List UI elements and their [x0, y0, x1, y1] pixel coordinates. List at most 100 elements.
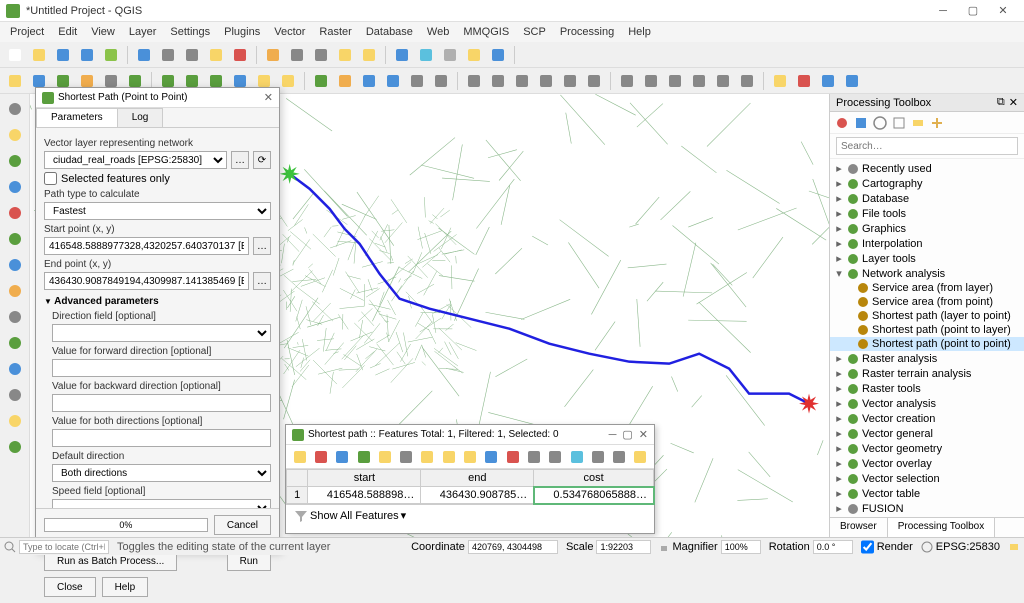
attribute-table[interactable]: start end cost 1 416548.588898… 436430.9… [286, 469, 654, 504]
cell-end[interactable]: 436430.908785… [421, 487, 534, 504]
attr-max-icon[interactable]: ▢ [622, 428, 632, 441]
toolbar-btn-19[interactable] [487, 44, 509, 66]
digitize-btn-13[interactable] [4, 436, 26, 458]
attr-btn-5[interactable] [396, 447, 415, 467]
tree-item[interactable]: ▸Vector creation [830, 411, 1024, 426]
attr-titlebar[interactable]: Shortest path :: Features Total: 1, Filt… [286, 425, 654, 445]
digitize-btn-2[interactable] [4, 150, 26, 172]
attr-btn-7[interactable] [439, 447, 458, 467]
close-button[interactable]: ✕ [988, 1, 1018, 21]
tree-item[interactable]: ▸Vector analysis [830, 396, 1024, 411]
attr-btn-12[interactable] [546, 447, 565, 467]
tree-item[interactable]: Shortest path (point to layer) [830, 323, 1024, 337]
toolbar2-btn-21[interactable] [535, 70, 557, 92]
attr-btn-4[interactable] [375, 447, 394, 467]
digitize-btn-7[interactable] [4, 280, 26, 302]
help-button[interactable]: Help [102, 577, 149, 597]
tree-item[interactable]: ▸File tools [830, 206, 1024, 221]
toolbar2-btn-26[interactable] [664, 70, 686, 92]
toolbar2-btn-0[interactable] [4, 70, 26, 92]
tree-item[interactable]: ▸Cartography [830, 176, 1024, 191]
menu-edit[interactable]: Edit [52, 24, 83, 40]
toolbar-btn-10[interactable] [262, 44, 284, 66]
menu-scp[interactable]: SCP [517, 24, 552, 40]
forward-value-input[interactable] [52, 359, 271, 377]
rotation-input[interactable] [813, 540, 853, 554]
toolbar-btn-4[interactable] [100, 44, 122, 66]
coord-input[interactable] [468, 540, 558, 554]
menu-plugins[interactable]: Plugins [218, 24, 266, 40]
menu-layer[interactable]: Layer [123, 24, 163, 40]
attr-btn-14[interactable] [588, 447, 607, 467]
tree-item[interactable]: ▸Vector selection [830, 471, 1024, 486]
menu-raster[interactable]: Raster [313, 24, 357, 40]
tree-item[interactable]: ▸Vector geometry [830, 441, 1024, 456]
col-cost[interactable]: cost [534, 470, 654, 487]
iterate-button[interactable]: … [231, 151, 249, 169]
toolbar-btn-15[interactable] [391, 44, 413, 66]
digitize-btn-3[interactable] [4, 176, 26, 198]
browse-button[interactable]: ⟳ [253, 151, 271, 169]
attr-min-icon[interactable]: ─ [609, 429, 617, 441]
digitize-btn-4[interactable] [4, 202, 26, 224]
pick-start-button[interactable]: … [253, 237, 271, 255]
tree-item[interactable]: ▸Raster analysis [830, 351, 1024, 366]
row-number[interactable]: 1 [287, 487, 308, 504]
toolbar-btn-13[interactable] [334, 44, 356, 66]
toolbar2-btn-14[interactable] [358, 70, 380, 92]
toolbar-btn-9[interactable] [229, 44, 251, 66]
filter-dropdown-icon[interactable]: ▾ [401, 509, 407, 522]
toolbar-btn-2[interactable] [52, 44, 74, 66]
tree-item[interactable]: ▸Database [830, 191, 1024, 206]
toolbar2-btn-17[interactable] [430, 70, 452, 92]
menu-mmqgis[interactable]: MMQGIS [457, 24, 515, 40]
cell-start[interactable]: 416548.588898… [308, 487, 421, 504]
attr-btn-1[interactable] [311, 447, 330, 467]
cell-cost[interactable]: 0.534768065888… [534, 487, 654, 504]
render-checkbox[interactable] [861, 540, 874, 554]
algorithm-tree[interactable]: ▸Recently used▸Cartography▸Database▸File… [830, 159, 1024, 517]
speed-field-select[interactable] [52, 499, 271, 508]
digitize-btn-10[interactable] [4, 358, 26, 380]
col-end[interactable]: end [421, 470, 534, 487]
backward-value-input[interactable] [52, 394, 271, 412]
results-icon[interactable] [891, 115, 907, 131]
history-icon[interactable] [872, 115, 888, 131]
python-icon[interactable] [853, 115, 869, 131]
toolbar2-btn-23[interactable] [583, 70, 605, 92]
tree-item[interactable]: ▸Vector general [830, 426, 1024, 441]
gear-icon[interactable] [834, 115, 850, 131]
panel-close-icon[interactable]: ✕ [1009, 96, 1018, 109]
advanced-toggle[interactable]: Advanced parameters [44, 296, 271, 307]
menu-help[interactable]: Help [622, 24, 657, 40]
toolbar-btn-6[interactable] [157, 44, 179, 66]
attr-btn-11[interactable] [524, 447, 543, 467]
toolbar2-btn-12[interactable] [310, 70, 332, 92]
digitize-btn-9[interactable] [4, 332, 26, 354]
toolbar-btn-14[interactable] [358, 44, 380, 66]
direction-field-select[interactable] [52, 324, 271, 342]
path-type-select[interactable]: Fastest [44, 202, 271, 220]
both-value-input[interactable] [52, 429, 271, 447]
attr-btn-16[interactable] [631, 447, 650, 467]
tree-item[interactable]: ▸Vector table [830, 486, 1024, 501]
attr-btn-6[interactable] [418, 447, 437, 467]
tree-item[interactable]: Shortest path (layer to point) [830, 309, 1024, 323]
toolbar-btn-5[interactable] [133, 44, 155, 66]
digitize-btn-6[interactable] [4, 254, 26, 276]
toolbar2-btn-32[interactable] [817, 70, 839, 92]
cancel-button[interactable]: Cancel [214, 515, 271, 535]
start-point-input[interactable] [44, 237, 249, 255]
crs-icon[interactable] [921, 541, 933, 553]
tab-log[interactable]: Log [117, 108, 164, 127]
model-icon[interactable] [910, 115, 926, 131]
tab-parameters[interactable]: Parameters [36, 108, 118, 127]
toolbar2-btn-11[interactable] [277, 70, 299, 92]
toolbar2-btn-31[interactable] [793, 70, 815, 92]
toolbar-btn-3[interactable] [76, 44, 98, 66]
dialog-close-icon[interactable]: ✕ [264, 91, 273, 104]
toolbar2-btn-19[interactable] [487, 70, 509, 92]
pick-end-button[interactable]: … [253, 272, 271, 290]
toolbar-btn-1[interactable] [28, 44, 50, 66]
toolbar2-btn-16[interactable] [406, 70, 428, 92]
